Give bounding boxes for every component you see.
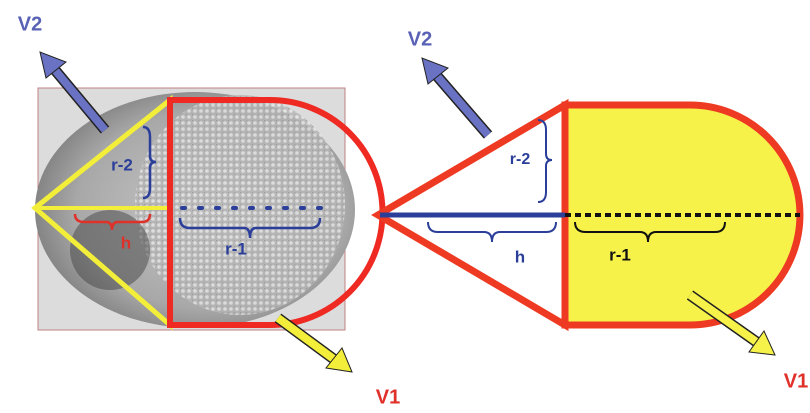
left-panel: V2 r-2 h r-1 V1 bbox=[18, 13, 400, 408]
r2-label: r-2 bbox=[510, 151, 531, 168]
r2-label: r-2 bbox=[111, 155, 133, 174]
h-label: h bbox=[515, 247, 525, 266]
h-label: h bbox=[121, 233, 131, 252]
v2-label: V2 bbox=[18, 13, 42, 35]
v2-label: V2 bbox=[408, 28, 432, 50]
right-panel: V2 r-2 h r-1 V1 bbox=[378, 28, 808, 392]
diagram: V2 r-2 h r-1 V1 V2 r-2 h r-1 V1 bbox=[0, 0, 810, 413]
v1-label: V1 bbox=[376, 386, 400, 408]
cell-texture bbox=[135, 95, 345, 315]
v2-arrow bbox=[422, 58, 488, 135]
r1-label: r-1 bbox=[609, 245, 631, 264]
r1-label: r-1 bbox=[225, 239, 247, 258]
v1-label: V1 bbox=[784, 370, 808, 392]
